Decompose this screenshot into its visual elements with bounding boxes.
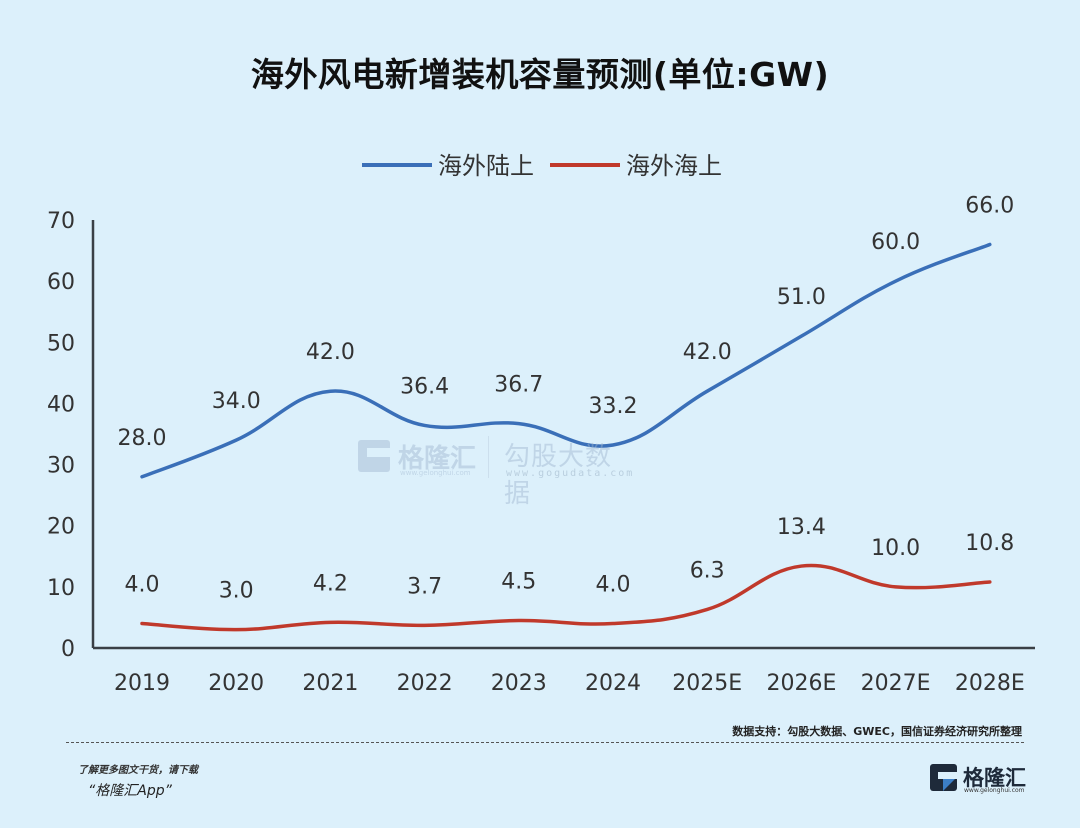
y-tick-label: 50 [47, 331, 75, 356]
data-source-note: 数据支持：勾股大数据、GWEC，国信证券经济研究所整理 [732, 725, 1022, 738]
promo-text: 了解更多图文干货，请下载 [78, 765, 198, 776]
data-label: 3.7 [407, 574, 442, 599]
x-tick-label: 2024 [585, 671, 641, 696]
data-label: 4.0 [125, 573, 160, 598]
x-tick-label: 2021 [302, 671, 358, 696]
promo-app-name: “格隆汇App” [88, 783, 172, 799]
gelonghui-logo-icon [930, 764, 957, 791]
axes: 0 10 20 30 40 50 60 70 2019 2020 2021 2022 2023 2024 2… [47, 209, 1035, 696]
x-tick-label: 2023 [491, 671, 547, 696]
legend: 海外陆上 海外海上 [362, 152, 722, 180]
data-label: 51.0 [777, 285, 826, 310]
brand-logo[interactable]: 格隆汇 www.gelonghui.com [930, 762, 1040, 796]
data-label: 10.0 [871, 536, 920, 561]
data-label: 36.4 [400, 374, 449, 399]
data-labels: 28.0 34.0 42.0 36.4 36.7 33.2 42.0 51.0 60.0 66.0… [118, 193, 1015, 603]
x-tick-label: 2019 [114, 671, 170, 696]
y-tick-label: 0 [61, 637, 75, 662]
data-label: 34.0 [212, 389, 261, 414]
data-label: 42.0 [683, 340, 732, 365]
data-label: 28.0 [118, 426, 167, 451]
data-label: 4.0 [596, 573, 631, 598]
y-tick-label: 40 [47, 392, 75, 417]
data-label: 66.0 [965, 193, 1014, 218]
data-label: 33.2 [589, 394, 638, 419]
data-label: 13.4 [777, 515, 826, 540]
y-tick-label: 60 [47, 270, 75, 295]
legend-label: 海外陆上 [438, 152, 534, 180]
x-tick-label: 2028E [955, 671, 1025, 696]
x-tick-label: 2020 [208, 671, 264, 696]
y-tick-label: 20 [47, 515, 75, 540]
x-tick-label: 2026E [766, 671, 836, 696]
data-label: 60.0 [871, 230, 920, 255]
y-tick-label: 70 [47, 209, 75, 234]
series-line-offshore [140, 563, 992, 632]
legend-label: 海外海上 [626, 152, 722, 180]
x-tick-label: 2022 [397, 671, 453, 696]
line-chart: 海外陆上 海外海上 0 10 20 30 40 50 60 70 2019 2020 2021 2022… [47, 152, 1035, 696]
chart-title: 海外风电新增装机容量预测(单位:GW) [250, 55, 830, 94]
dashed-divider [66, 742, 1024, 743]
series-line-onshore [140, 242, 992, 479]
x-tick-label: 2025E [672, 671, 742, 696]
data-label: 36.7 [494, 373, 543, 398]
x-tick-label: 2027E [861, 671, 931, 696]
y-tick-label: 30 [47, 454, 75, 479]
data-label: 4.2 [313, 571, 348, 596]
data-label: 6.3 [690, 558, 725, 583]
logo-url: www.gelonghui.com [964, 787, 1025, 794]
logo-name: 格隆汇 [963, 766, 1026, 790]
data-label: 10.8 [965, 531, 1014, 556]
data-label: 3.0 [219, 579, 254, 604]
data-label: 42.0 [306, 340, 355, 365]
y-tick-label: 10 [47, 576, 75, 601]
series-group [140, 242, 992, 632]
data-label: 4.5 [501, 569, 536, 594]
